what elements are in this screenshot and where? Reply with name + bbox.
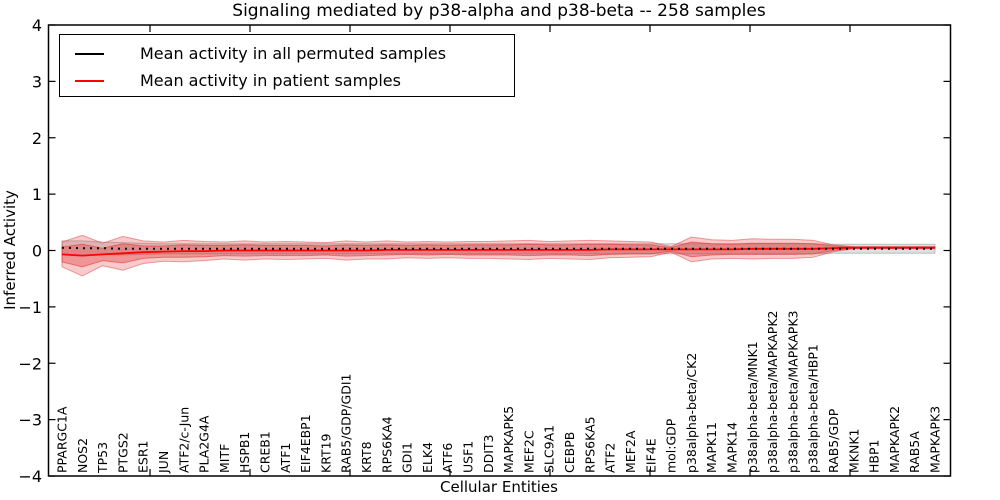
x-tick-label: EIF4E bbox=[643, 438, 658, 473]
x-tick-label: MKNK1 bbox=[846, 429, 861, 473]
x-tick-label: RPS6KA5 bbox=[582, 416, 597, 473]
legend-item-permuted: Mean activity in all permuted samples bbox=[60, 40, 514, 67]
x-tick-label: MAPKAPK5 bbox=[501, 406, 516, 473]
x-tick-label: p38alpha-beta/HBP1 bbox=[806, 344, 821, 473]
y-tick-label: 0 bbox=[32, 242, 42, 261]
legend: Mean activity in all permuted samples Me… bbox=[59, 34, 515, 97]
x-tick-label: RAB5A bbox=[907, 431, 922, 473]
x-tick-label: CREB1 bbox=[258, 431, 273, 473]
x-tick-label: MAPKAPK3 bbox=[927, 406, 942, 473]
x-tick-label: JUN bbox=[156, 451, 171, 474]
x-tick-label: HBP1 bbox=[867, 440, 882, 473]
x-tick-label: ATF2/c-Jun bbox=[176, 407, 191, 473]
x-tick-label: PTGS2 bbox=[115, 432, 130, 473]
chart-title: Signaling mediated by p38-alpha and p38-… bbox=[232, 1, 766, 21]
x-tick-label: GDI1 bbox=[400, 442, 415, 473]
x-tick-label: RPS6KA4 bbox=[379, 416, 394, 473]
x-tick-label: p38alpha-beta/MAPKAPK3 bbox=[785, 311, 800, 474]
x-tick-label: MAPK14 bbox=[724, 422, 739, 473]
x-tick-label: TP53 bbox=[95, 442, 110, 474]
x-tick-label: MEF2C bbox=[521, 430, 536, 473]
y-tick-label: 2 bbox=[32, 129, 42, 148]
x-tick-label: ELK4 bbox=[420, 442, 435, 473]
patient-inner-std-band bbox=[61, 241, 936, 268]
x-tick-label: EIF4EBP1 bbox=[298, 414, 313, 473]
x-axis-title: Cellular Entities bbox=[440, 478, 558, 496]
legend-label-permuted: Mean activity in all permuted samples bbox=[140, 44, 447, 63]
x-tick-label: MAPK11 bbox=[704, 422, 719, 473]
x-tick-label: RAB5/GDP bbox=[826, 408, 841, 473]
y-tick-label: −2 bbox=[18, 354, 42, 373]
x-tick-label: MITF bbox=[217, 444, 232, 473]
legend-label-patient: Mean activity in patient samples bbox=[140, 71, 401, 90]
permuted-std-band bbox=[61, 240, 936, 257]
x-tick-label: RAB5/GDP/GDI1 bbox=[339, 374, 354, 473]
patient-mean-line bbox=[61, 246, 935, 257]
x-tick-label: HSPB1 bbox=[237, 432, 252, 473]
x-tick-label: MAPKAPK2 bbox=[887, 406, 902, 473]
y-tick-label: 3 bbox=[32, 72, 42, 91]
x-tick-label: KRT19 bbox=[318, 433, 333, 473]
x-tick-label: MEF2A bbox=[623, 430, 638, 473]
x-tick-label: CEBPB bbox=[562, 432, 577, 473]
y-tick-label: −4 bbox=[18, 467, 42, 486]
y-axis-title: Inferred Activity bbox=[1, 190, 19, 310]
y-tick-label: 4 bbox=[32, 16, 42, 35]
x-tick-label: p38alpha-beta/CK2 bbox=[684, 353, 699, 473]
x-tick-label: ATF6 bbox=[440, 443, 455, 473]
x-tick-label: USF1 bbox=[461, 441, 476, 473]
x-tick-label: NOS2 bbox=[75, 438, 90, 473]
x-tick-label: ATF2 bbox=[603, 443, 618, 473]
legend-line-permuted-icon bbox=[75, 52, 104, 55]
x-tick-label: ATF1 bbox=[278, 443, 293, 473]
x-tick-label: ESR1 bbox=[136, 441, 151, 473]
x-tick-label: p38alpha-beta/MAPKAPK2 bbox=[765, 311, 780, 474]
x-tick-label: KRT8 bbox=[359, 441, 374, 473]
y-tick-label: 1 bbox=[32, 185, 42, 204]
y-tick-label: −3 bbox=[18, 411, 42, 430]
y-tick-label: −1 bbox=[18, 298, 42, 317]
x-tick-label: PLA2G4A bbox=[197, 415, 212, 473]
x-tick-label: PPARGC1A bbox=[55, 406, 70, 473]
x-tick-label: p38alpha-beta/MNK1 bbox=[745, 341, 760, 473]
x-tick-label: mol:GDP bbox=[664, 418, 679, 473]
x-tick-label: SLC9A1 bbox=[542, 425, 557, 473]
x-tick-label: DDIT3 bbox=[481, 434, 496, 473]
legend-item-patient: Mean activity in patient samples bbox=[60, 67, 514, 94]
legend-line-patient-icon bbox=[75, 79, 104, 82]
